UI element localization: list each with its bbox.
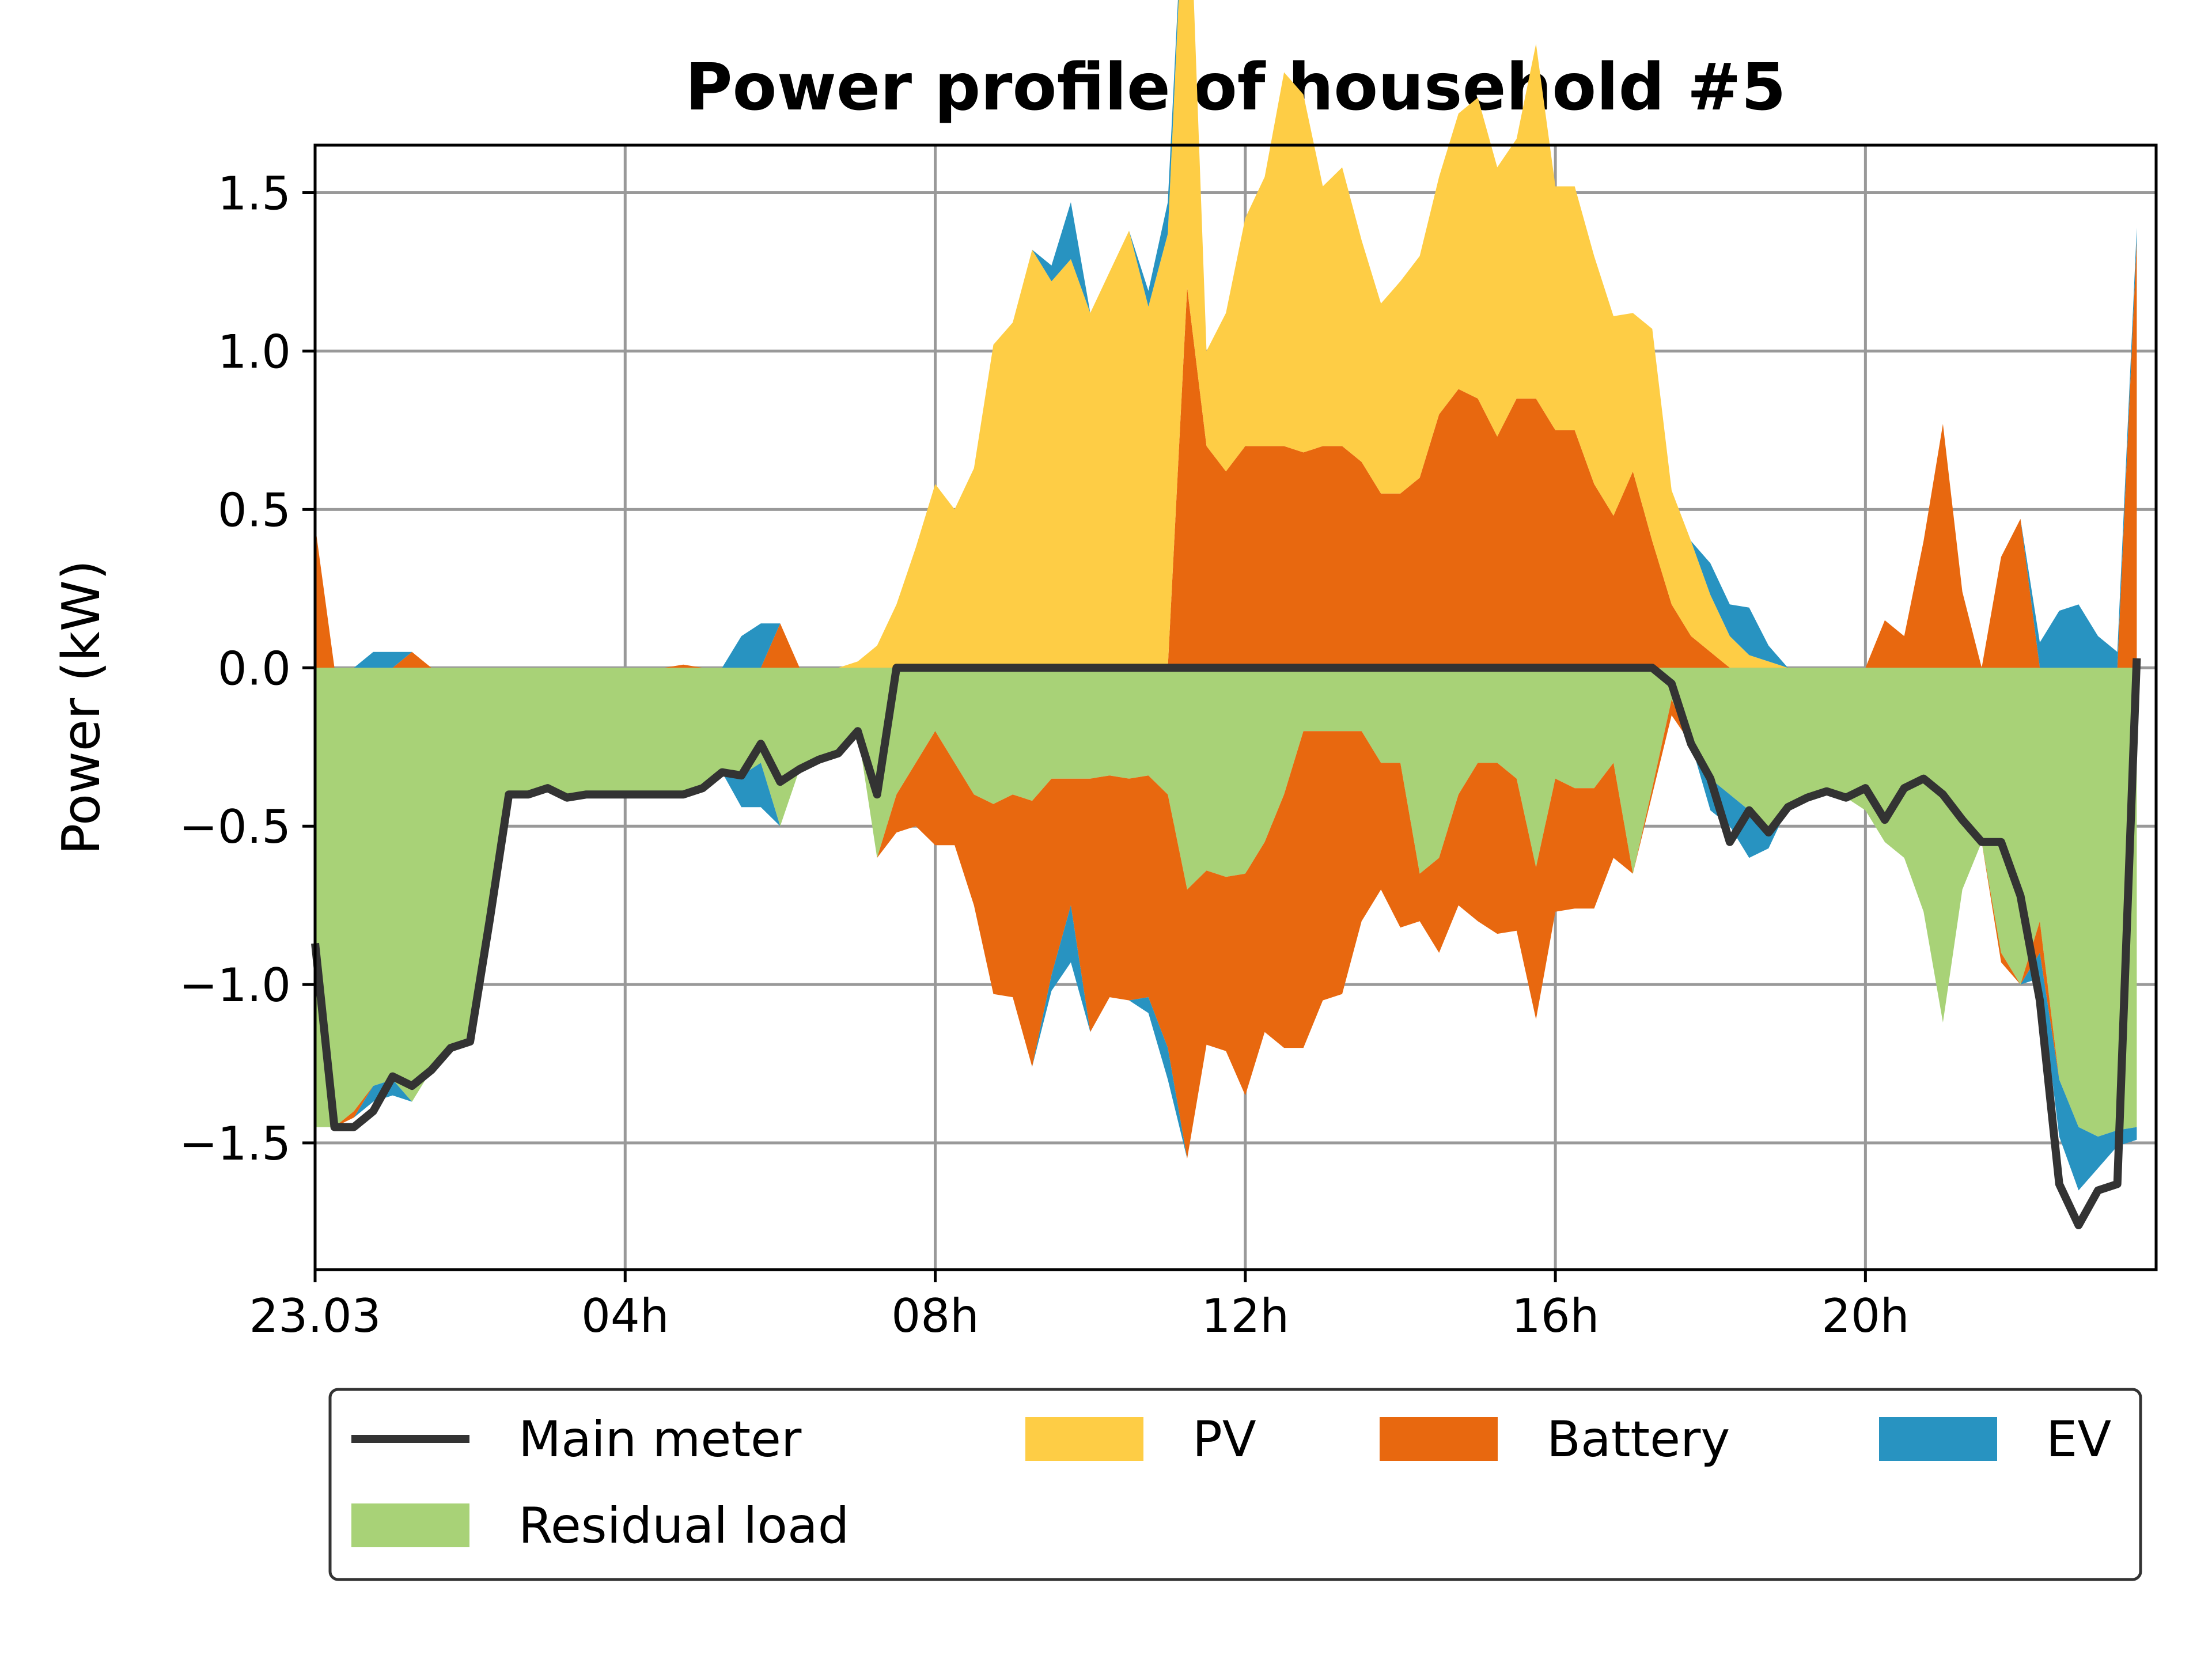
area-battery-positive [315, 240, 2137, 668]
x-tick-label: 08h [891, 1289, 979, 1343]
legend-label-pv: PV [1192, 1411, 1256, 1468]
line-series [311, 658, 2141, 1229]
y-axis-label: Power (kW) [51, 560, 112, 855]
legend: Main meter PV Battery EV Residual load [328, 1388, 2142, 1581]
area-residual-load-negative [315, 668, 2137, 1137]
x-tick-label: 16h [1512, 1289, 1600, 1343]
plot-frame [313, 143, 2158, 1271]
x-tick-label: 23.03 [249, 1289, 381, 1343]
y-tick-label: 1.5 [218, 166, 291, 220]
line-main-meter [311, 658, 2141, 1229]
y-tick-label: 0.0 [218, 642, 291, 695]
y-axis: 1.5 1.0 0.5 0.0 −0.5 −1.0 −1.5 [179, 166, 315, 1171]
x-tick-label: 04h [581, 1289, 669, 1343]
y-tick-label: −1.0 [179, 959, 291, 1012]
x-tick-label: 12h [1202, 1289, 1290, 1343]
y-tick-label: 0.5 [218, 483, 291, 537]
legend-label-residual-load: Residual load [518, 1497, 849, 1555]
legend-label-battery: Battery [1547, 1411, 1730, 1468]
chart-title: Power profile of household #5 [685, 50, 1786, 125]
y-tick-label: −0.5 [179, 800, 291, 854]
legend-swatch-pv [1025, 1417, 1143, 1461]
area-pv-positive [315, 0, 2137, 668]
legend-swatch-battery [1380, 1417, 1498, 1461]
x-tick-label: 20h [1821, 1289, 1910, 1343]
legend-box [328, 1388, 2142, 1581]
legend-label-ev: EV [2046, 1411, 2111, 1468]
y-tick-label: −1.5 [179, 1117, 291, 1171]
legend-swatch-ev [1879, 1417, 1997, 1461]
y-tick-label: 1.0 [218, 325, 291, 378]
legend-label-main-meter: Main meter [518, 1411, 802, 1468]
area-battery-negative [315, 699, 2137, 1159]
area-fills [315, 0, 2137, 1191]
legend-swatch-residual-load [351, 1503, 469, 1547]
x-axis: 23.03 04h 08h 12h 16h 20h [249, 1270, 1910, 1343]
